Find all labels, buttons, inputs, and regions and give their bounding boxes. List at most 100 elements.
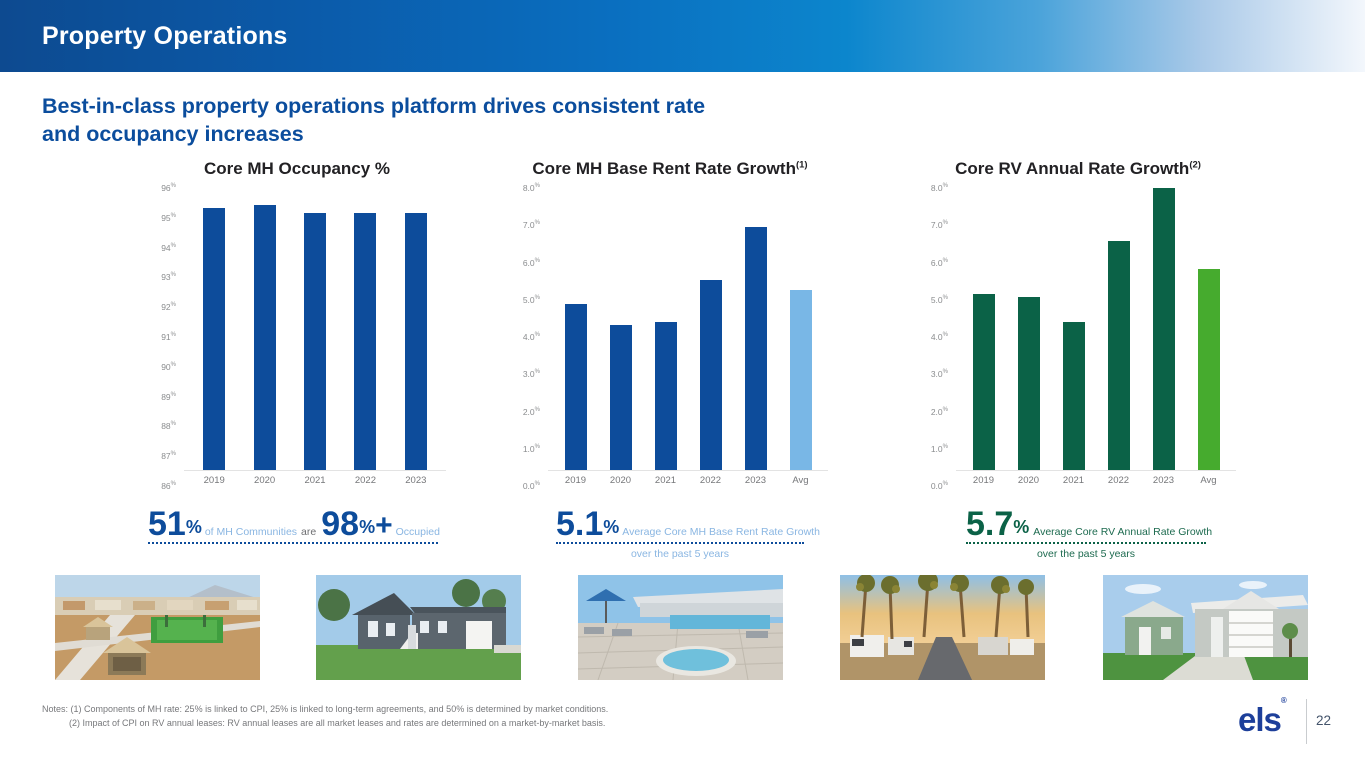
y-tick-label: 0.0%	[522, 481, 540, 491]
bar-avg	[789, 290, 812, 470]
bar-2023	[1152, 188, 1175, 470]
stat-value: 51	[148, 505, 186, 543]
y-tick-label: 3.0%	[522, 369, 540, 380]
rv-palm-street-photo	[840, 575, 1045, 680]
x-tick-label: 2020	[1017, 475, 1040, 486]
y-tick-label: 95%	[161, 212, 176, 223]
chart-core-rv-rate-growth: Core RV Annual Rate Growth(2) 8.0% 7.0% 6.…	[920, 159, 1236, 491]
page-title: Property Operations	[42, 21, 288, 50]
pool-spa-photo	[578, 575, 783, 680]
y-tick-label: 7.0%	[522, 220, 540, 231]
bar-2020	[253, 204, 276, 470]
y-tick-label: 4.0%	[930, 332, 948, 342]
y-tick-label: 5.0%	[930, 294, 948, 305]
y-tick-label: 6.0%	[522, 257, 540, 268]
y-tick-label: 0.0%	[930, 481, 948, 491]
bar-2022	[699, 279, 722, 470]
y-tick-label: 87%	[161, 451, 176, 462]
gray-manufactured-home-photo	[316, 575, 521, 680]
footer-divider	[1306, 699, 1307, 744]
y-tick-label: 2.0%	[930, 406, 948, 417]
stat-label: are	[301, 525, 317, 538]
header-band: Property Operations	[0, 0, 1365, 72]
bar-2021	[654, 321, 677, 470]
bar-2022	[1107, 240, 1130, 470]
x-tick-label: 2021	[1062, 475, 1085, 486]
x-tick-label: 2023	[1152, 475, 1175, 486]
bar-2023	[404, 213, 427, 470]
x-tick-label: 2020	[609, 475, 632, 486]
x-tick-label: 2019	[972, 475, 995, 486]
plot-area	[548, 188, 828, 471]
x-tick-label: 2023	[405, 475, 427, 486]
x-tick-label: 2019	[564, 475, 587, 486]
footnote-2: (2) Impact of CPI on RV annual leases: R…	[69, 717, 606, 728]
stat-label: Occupied	[395, 525, 440, 538]
y-tick-label: 7.0%	[930, 220, 948, 231]
x-axis: 2019 2020 2021 2022 2023	[184, 475, 446, 486]
subtitle-line-1: Best-in-class property operations platfo…	[42, 94, 706, 118]
stat-value: 98	[321, 505, 360, 543]
x-tick-label: 2021	[654, 475, 677, 486]
chart-title: Core MH Occupancy %	[203, 159, 391, 178]
y-tick-label: 2.0%	[522, 406, 540, 417]
y-axis: 8.0% 7.0% 6.0% 5.0% 4.0% 3.0% 2.0% 1.0% 0.0%	[512, 183, 548, 491]
els-logo: els®	[1238, 696, 1287, 738]
bar-2020	[609, 325, 632, 470]
y-tick-label: 5.0%	[522, 294, 540, 305]
bar-2023	[744, 226, 767, 470]
y-tick-label: 86%	[161, 481, 176, 491]
stat-label: Average Core MH Base Rent Rate Growth	[622, 525, 820, 538]
plot-area	[184, 188, 446, 471]
stat-label: of MH Communities	[204, 525, 298, 538]
stat-label: Average Core RV Annual Rate Growth	[1033, 525, 1213, 538]
bar-2019	[203, 207, 226, 470]
bar-2020	[1017, 297, 1040, 470]
slide-subtitle: Best-in-class property operations platfo…	[42, 92, 705, 149]
stat-label-line2: over the past 5 years	[1036, 547, 1136, 560]
registered-mark: ®	[1280, 696, 1287, 705]
aerial-community-photo	[55, 575, 260, 680]
stat-rv-rate-growth: 5.7% Average Core RV Annual Rate Growth o…	[966, 505, 1213, 560]
y-tick-label: 4.0%	[522, 332, 540, 342]
bar-2019	[972, 293, 995, 470]
bar-2021	[1062, 321, 1085, 470]
x-axis: 2019 2020 2021 2022 2023 Avg	[956, 475, 1236, 486]
y-tick-label: 6.0%	[930, 257, 948, 268]
y-tick-label: 8.0%	[930, 183, 948, 193]
page-number: 22	[1316, 713, 1332, 728]
y-tick-label: 93%	[161, 272, 176, 283]
footnotes: Notes: (1) Components of MH rate: 25% is…	[42, 703, 608, 731]
x-tick-label: 2022	[699, 475, 722, 486]
y-tick-label: 92%	[161, 302, 176, 313]
bar-2021	[304, 213, 327, 470]
x-tick-label: 2022	[1107, 475, 1130, 486]
new-homes-photo	[1103, 575, 1308, 680]
y-tick-label: 1.0%	[522, 443, 540, 454]
plot-area	[956, 188, 1236, 471]
chart-core-mh-occupancy: Core MH Occupancy % 96% 95% 94% 93% 92% 91% 90…	[148, 159, 446, 491]
bar-2022	[354, 213, 377, 470]
y-tick-label: 90%	[161, 361, 176, 372]
y-tick-label: 96%	[161, 183, 176, 193]
x-tick-label: 2021	[304, 475, 326, 486]
footnote-1: Notes: (1) Components of MH rate: 25% is…	[42, 704, 609, 714]
y-tick-label: 3.0%	[930, 369, 948, 380]
y-tick-label: 91%	[161, 332, 176, 342]
stat-mh-rent-growth: 5.1% Average Core MH Base Rent Rate Growt…	[556, 505, 820, 560]
y-axis: 8.0% 7.0% 6.0% 5.0% 4.0% 3.0% 2.0% 1.0% 0.0%	[920, 183, 956, 491]
stat-mh-occupancy: 51% of MH Communities are 98% + Occupied	[148, 505, 440, 544]
x-tick-label: Avg	[1200, 475, 1217, 486]
y-axis: 96% 95% 94% 93% 92% 91% 90% 89% 88% 87% 86%	[148, 183, 184, 491]
stat-value: 5.1	[556, 505, 604, 543]
chart-title: Core RV Annual Rate Growth(2)	[955, 159, 1201, 178]
y-tick-label: 94%	[161, 242, 176, 253]
x-tick-label: 2023	[744, 475, 767, 486]
stat-value: 5.7	[966, 505, 1014, 543]
x-tick-label: 2020	[254, 475, 276, 486]
x-tick-label: Avg	[792, 475, 809, 486]
stat-plus-sign: +	[375, 509, 393, 543]
x-tick-label: 2019	[203, 475, 225, 486]
y-tick-label: 8.0%	[522, 183, 540, 193]
